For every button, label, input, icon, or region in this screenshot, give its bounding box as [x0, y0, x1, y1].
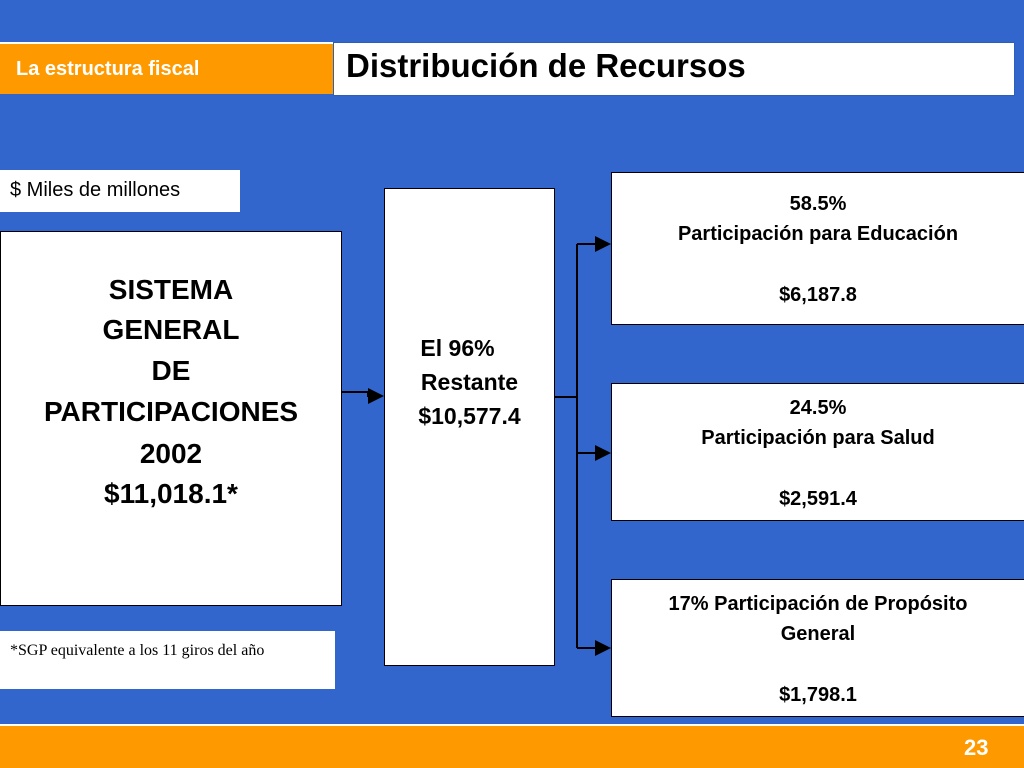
destination-percent: 24.5%	[789, 397, 847, 419]
destination-box-health: 24.5% Participación para Salud $2,591.4	[611, 383, 1024, 521]
destination-box-education: 58.5% Participación para Educación $6,18…	[611, 172, 1024, 325]
source-line: SISTEMA	[108, 274, 234, 305]
connector-source-to-remaining	[342, 388, 384, 404]
section-tab: La estructura fiscal	[0, 42, 335, 94]
source-total: $11,018.1*	[104, 478, 238, 509]
destination-percent: 17% Participación de Propósito	[668, 593, 968, 615]
destination-percent: 58.5%	[789, 193, 847, 215]
page-number: 23	[964, 735, 989, 760]
destination-amount: $6,187.8	[779, 284, 857, 306]
remaining-box: El 96% Restante $10,577.4	[384, 188, 555, 666]
page-title: Distribución de Recursos	[346, 47, 746, 84]
units-box: $ Miles de millones	[0, 170, 240, 212]
remaining-amount: $10,577.4	[418, 403, 521, 429]
destination-name: General	[780, 623, 856, 645]
destination-amount: $1,798.1	[779, 684, 857, 706]
source-line: 2002	[139, 438, 203, 469]
remaining-line: Restante	[420, 369, 519, 395]
footer-bar: 23	[0, 724, 1024, 768]
source-line: GENERAL	[102, 314, 240, 345]
footnote-text: *SGP equivalente a los 11 giros del año	[10, 642, 265, 659]
footnote-box: *SGP equivalente a los 11 giros del año	[0, 631, 335, 689]
destination-name: Participación para Salud	[701, 427, 935, 449]
destination-name: Participación para Educación	[677, 223, 959, 245]
source-line: PARTICIPACIONES	[43, 396, 299, 427]
section-label: La estructura fiscal	[16, 58, 200, 80]
source-line: DE	[151, 355, 191, 386]
units-label: $ Miles de millones	[10, 179, 181, 201]
source-box: SISTEMA GENERAL DE PARTICIPACIONES 2002 …	[0, 231, 342, 606]
destination-box-general-purpose: 17% Participación de Propósito General $…	[611, 579, 1024, 717]
remaining-line: El 96%	[420, 335, 495, 361]
title-box: Distribución de Recursos	[333, 42, 1015, 96]
destination-amount: $2,591.4	[779, 488, 857, 510]
